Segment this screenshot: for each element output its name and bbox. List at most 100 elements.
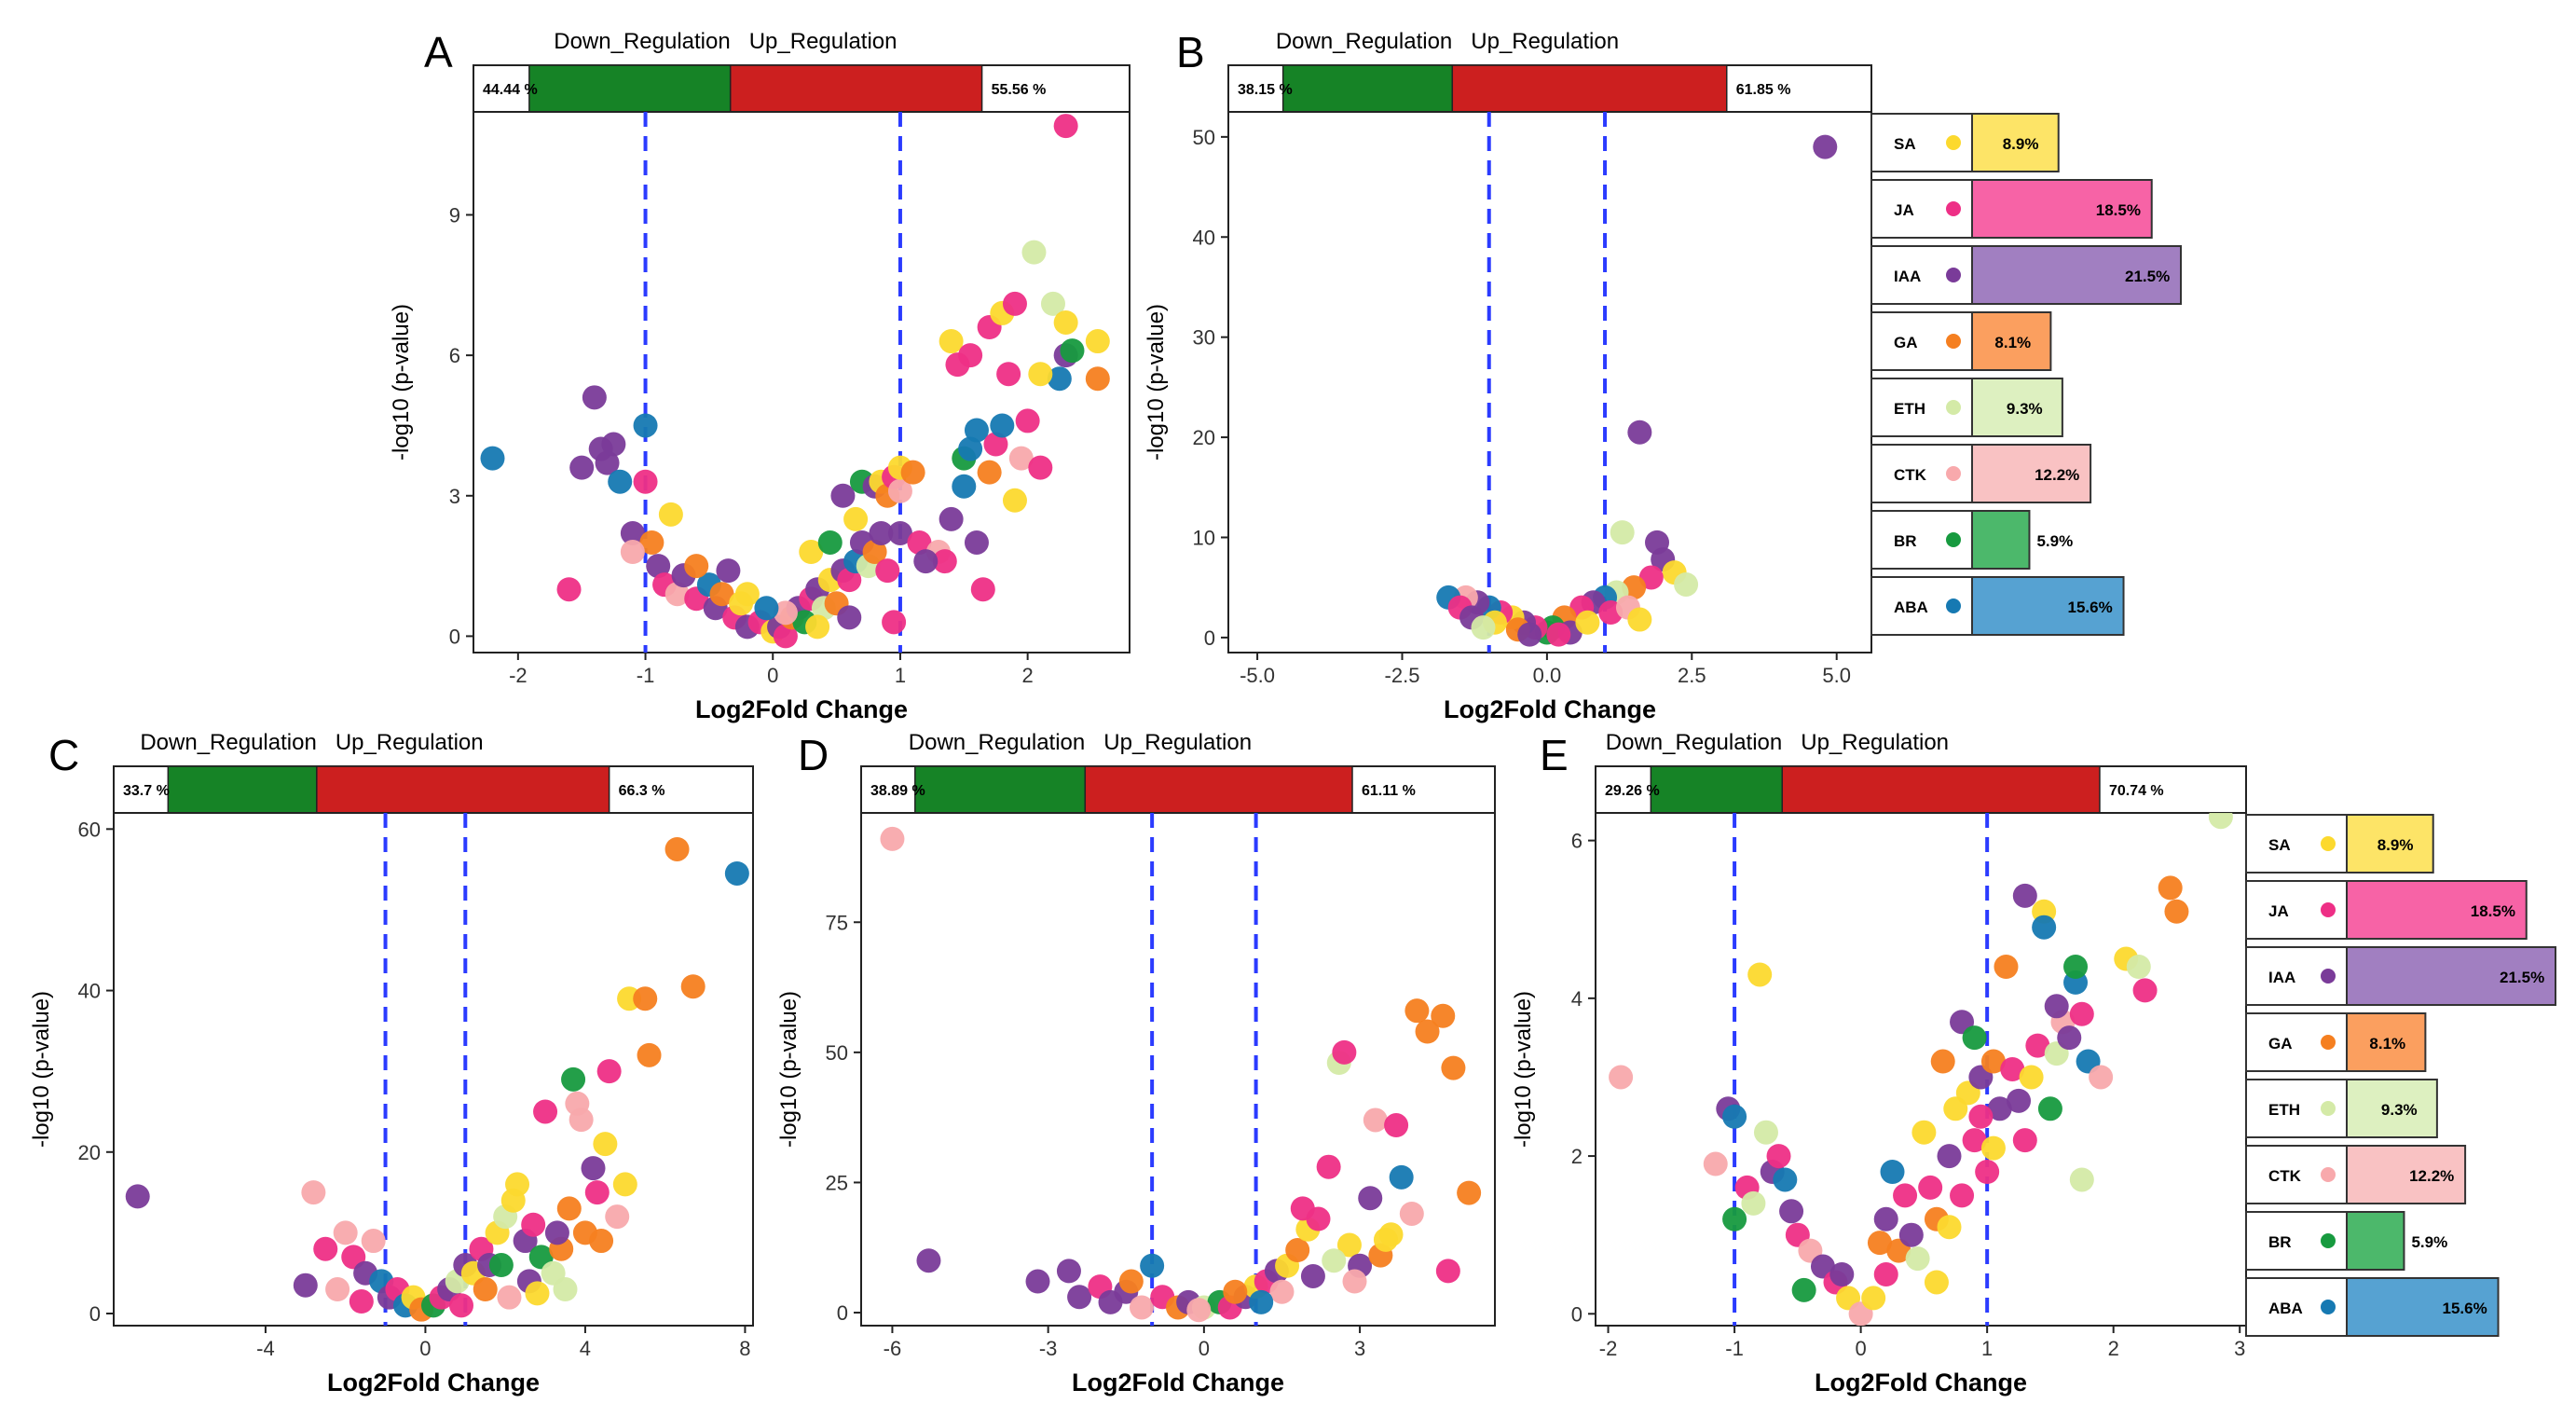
legend-dot-ga [2321,1035,2336,1050]
data-point-sa [1937,1215,1962,1240]
data-point-ctk [1008,446,1034,471]
down-regulation-bar [167,765,318,814]
data-point-ga [900,460,925,485]
legend-bar-iaa [2346,946,2556,1006]
data-point-br [817,530,843,555]
data-point-ja [1290,1196,1315,1221]
legend-percent: 18.5% [2471,902,2515,920]
plot-frame [113,812,754,1327]
data-point-iaa [1358,1186,1383,1211]
legend-percent: 18.5% [2096,201,2141,219]
data-point-sa [1002,488,1027,513]
data-point-iaa [2007,1088,2032,1113]
data-point-ja [449,1293,474,1318]
data-point-iaa [544,1220,569,1245]
data-point-iaa [837,605,862,630]
y-tick-label: 40 [78,980,101,1003]
data-point-ctk [1703,1151,1728,1176]
data-point-ja [1002,291,1027,316]
data-point-iaa [620,520,645,545]
legend-percent: 21.5% [2125,268,2170,285]
down-regulation-title: Down_Regulation [1276,29,1452,54]
data-point-iaa [1937,1144,1962,1169]
down-regulation-title: Down_Regulation [909,730,1085,755]
x-tick-label: 1 [895,664,906,687]
data-point-ja [2025,1033,2050,1058]
data-point-eth [1040,291,1065,316]
data-point-iaa [601,432,626,457]
x-tick-label: 0.0 [1533,664,1562,687]
legend-bar-eth [1971,378,2063,437]
legend-percent: 5.9% [2036,532,2073,550]
data-point-sa [799,540,824,565]
data-point-iaa [830,483,856,508]
x-tick-label: 2.5 [1678,664,1706,687]
legend-dot-sa [1946,135,1961,150]
legend-bar-sa [2346,814,2434,874]
legend-label-box [2245,946,2348,1006]
data-point-eth [2069,1167,2094,1192]
up-regulation-bar [1084,765,1353,814]
x-axis-label: Log2Fold Change [327,1369,540,1396]
y-axis-label: -log10 (p-value) [1144,304,1169,461]
panel-letter-D: D [798,731,829,779]
legend-dot-iaa [1946,268,1961,282]
data-point-ctk [620,540,645,565]
data-point-ja [1053,114,1078,139]
panel-letter-C: C [48,731,79,779]
y-tick-label: 0 [1204,626,1215,650]
data-point-ctk [773,600,798,626]
data-point-aba [1389,1164,1414,1190]
data-point-eth [2208,813,2233,830]
data-point-ctk [325,1277,350,1302]
down-percent-label: 44.44 % [483,82,538,98]
y-tick-label: 0 [89,1302,101,1326]
legend-percent: 21.5% [2500,969,2544,986]
data-point-sa [1085,329,1110,354]
x-tick-label: 3 [2234,1337,2245,1360]
data-point-iaa [1779,1199,1804,1224]
panel-D: D 38.89 % 61.11 % Down_Regulation Up_Regul… [776,730,1496,1396]
up-percent-label: 66.3 % [619,783,665,799]
data-point-iaa [125,1184,150,1209]
plot-frame [860,812,1496,1327]
data-point-iaa [939,506,964,531]
y-tick-label: 9 [449,203,460,227]
data-point-ja [1873,1262,1898,1286]
legend-dot-aba [1946,598,1961,613]
legend-bar-ctk [2346,1145,2467,1204]
data-point-ja [596,1059,622,1084]
data-point-iaa [2057,1025,2082,1051]
y-tick-label: 60 [78,818,101,841]
data-point-ga [1415,1019,1440,1044]
panel-E: E 29.26 % 70.74 % Down_Regulation Up_Regul… [1511,730,2247,1396]
data-point-ctk [1342,1269,1367,1294]
data-point-aba [1880,1160,1905,1184]
data-point-aba [633,413,658,438]
x-tick-label: -4 [256,1337,275,1360]
data-point-ga [1457,1180,1482,1205]
x-tick-label: -1 [1725,1337,1744,1360]
legend-label: JA [2268,902,2289,920]
legend-label: ETH [1894,400,1925,418]
data-point-ja [1918,1175,1943,1200]
y-tick-label: 0 [1571,1302,1583,1326]
data-point-ga [473,1277,498,1302]
data-point-br [2063,955,2089,979]
legend-dot-br [1946,532,1961,547]
x-tick-label: -5.0 [1240,664,1275,687]
y-tick-label: 3 [449,485,460,508]
data-point-ctk [301,1180,326,1205]
data-point-aba [608,469,633,494]
legend-percent: 8.9% [2003,135,2039,153]
data-point-br [1060,338,1085,364]
up-regulation-title: Up_Regulation [749,29,897,54]
data-point-ctk [1129,1295,1154,1320]
data-point-ja [875,558,900,584]
data-point-sa [593,1132,618,1157]
legend-percent: 12.2% [2035,466,2079,484]
legend-dot-iaa [2321,969,2336,984]
data-point-ja [2000,1057,2025,1081]
data-point-eth [1741,1190,1766,1216]
data-point-iaa [1627,420,1652,445]
